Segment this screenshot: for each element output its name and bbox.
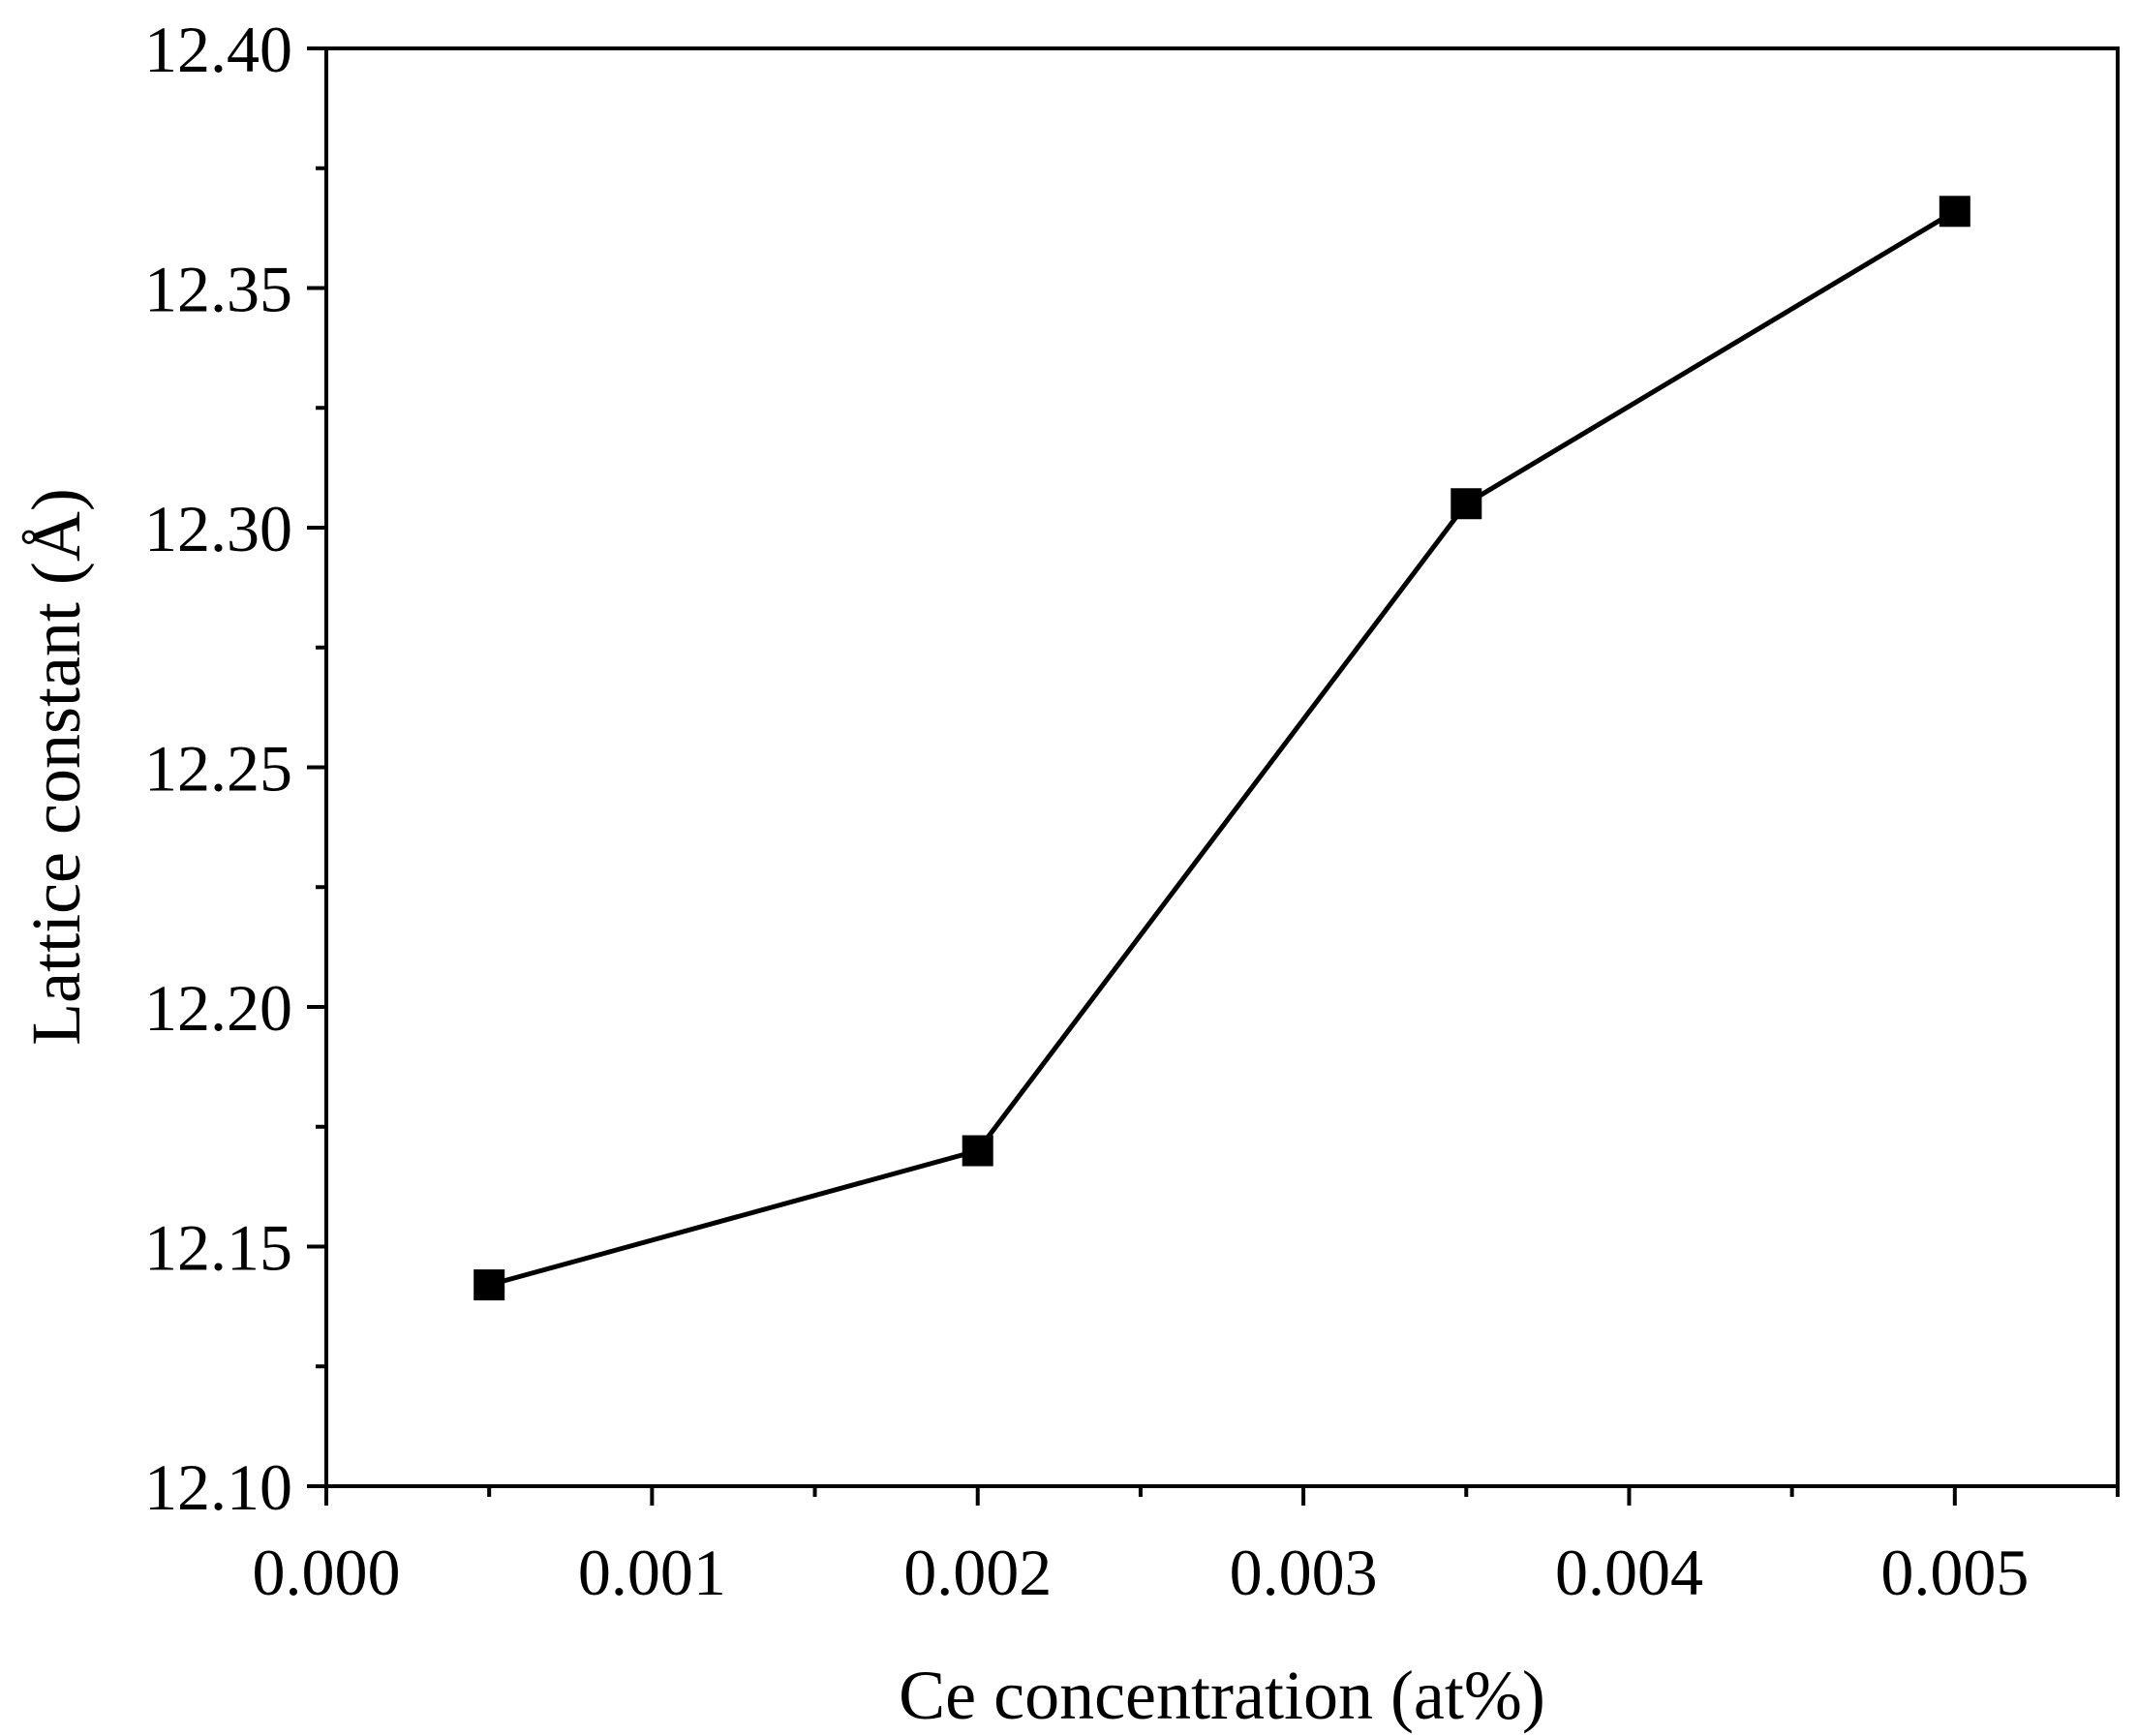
y-tick-label: 12.30: [144, 492, 292, 565]
x-tick-label: 0.004: [1555, 1536, 1703, 1609]
series-line: [488, 209, 1957, 1288]
x-tick-label: 0.002: [903, 1536, 1052, 1609]
y-axis-ticks: 12.10 12.15 12.20 12.25 12.30 12.35 12.40: [144, 13, 326, 1524]
data-point-marker: [1939, 196, 1970, 228]
x-tick-label: 0.001: [578, 1536, 726, 1609]
y-tick-label: 12.20: [144, 971, 292, 1045]
plot-frame: [324, 46, 2120, 1488]
y-tick-label: 12.35: [144, 253, 292, 326]
x-axis-ticks: 0.000 0.001 0.002 0.003 0.004 0.005: [253, 1486, 2120, 1609]
x-tick-label: 0.003: [1230, 1536, 1378, 1609]
data-point-marker: [1451, 488, 1482, 520]
y-tick-label: 12.25: [144, 732, 292, 806]
data-point-marker: [962, 1135, 993, 1167]
y-tick-label: 12.40: [144, 13, 292, 86]
series-group: [473, 196, 1970, 1301]
y-tick-label: 12.15: [144, 1211, 292, 1285]
y-axis-label: Lattice constant (Å): [17, 488, 95, 1046]
x-axis-label: Ce concentration (at%): [899, 1657, 1545, 1734]
x-tick-label: 0.000: [253, 1536, 401, 1609]
data-point-marker: [473, 1269, 505, 1301]
x-tick-label: 0.005: [1880, 1536, 2029, 1609]
y-tick-label: 12.10: [144, 1450, 292, 1524]
